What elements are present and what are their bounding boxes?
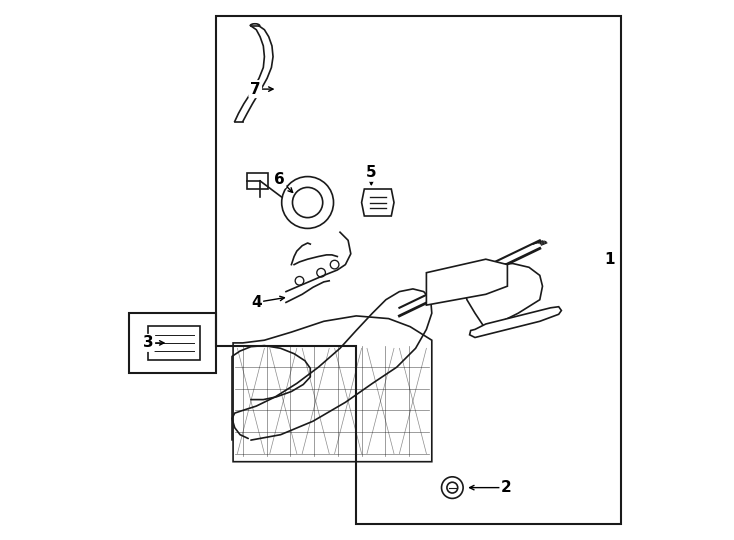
Text: 7: 7: [250, 82, 261, 97]
Text: 6: 6: [274, 172, 285, 187]
Text: 3: 3: [143, 335, 153, 350]
Polygon shape: [426, 259, 507, 305]
Circle shape: [442, 477, 463, 498]
Text: 1: 1: [605, 252, 615, 267]
Text: 2: 2: [501, 480, 512, 495]
Text: 4: 4: [251, 295, 261, 310]
Polygon shape: [470, 307, 562, 338]
Text: 5: 5: [366, 165, 377, 180]
Polygon shape: [148, 326, 200, 360]
